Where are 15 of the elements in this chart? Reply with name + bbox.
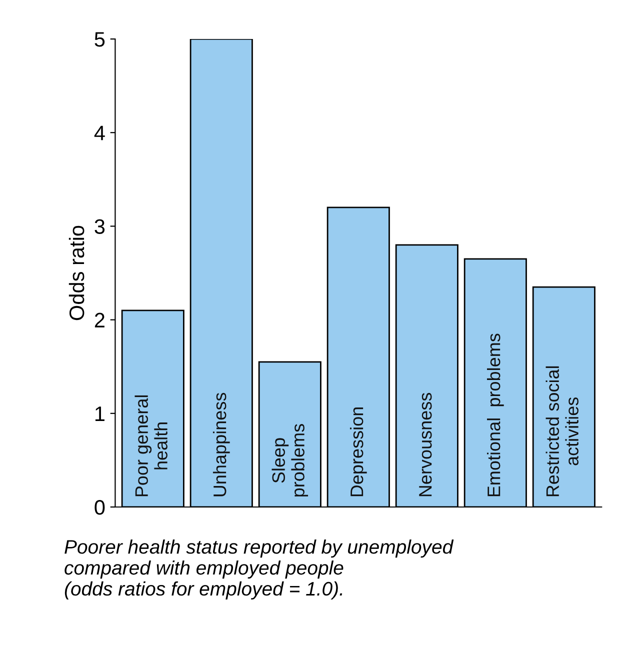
x-tick-label: Unhappiness: [212, 392, 230, 496]
x-tick-label: Emotional problems: [487, 334, 504, 496]
x-tick-label: Restricted social activities: [546, 366, 578, 496]
y-tick-label: 4: [94, 126, 105, 140]
text: Poorer health status reported by unemployed compared with employed people (odds ratios for employed = 1.0).: [64, 540, 454, 600]
x-tick-label: Sleep problems: [272, 424, 308, 496]
y-tick-label: 2: [94, 312, 104, 328]
x-tick-label: Depression: [350, 407, 367, 496]
y-tick-label: 5: [94, 32, 105, 47]
y-tick-label: 3: [94, 219, 105, 234]
x-tick-label: Poor general health: [134, 395, 168, 496]
x-tick-label: Nervousness: [419, 392, 432, 496]
y-tick-label: 1: [95, 406, 104, 421]
y-tick-label: 0: [94, 500, 105, 515]
y-axis-title: Odds ratio: [68, 226, 84, 320]
